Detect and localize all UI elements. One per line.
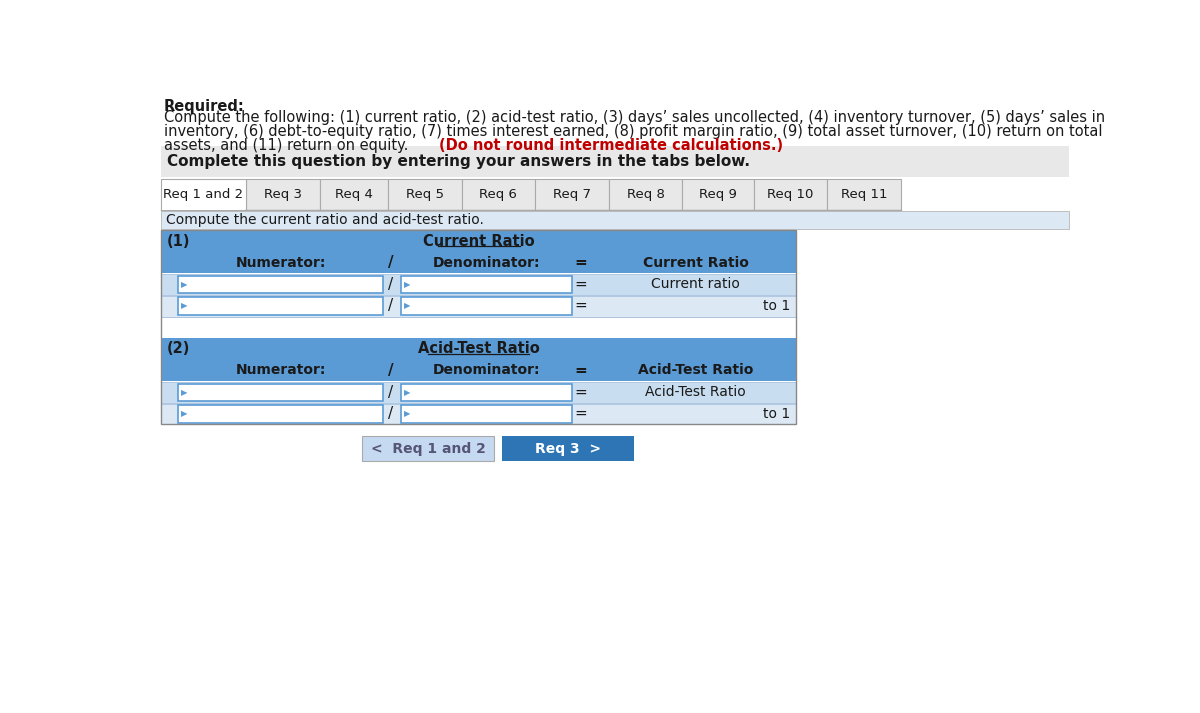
Bar xyxy=(246,180,319,210)
Text: inventory, (6) debt-to-equity ratio, (7) times interest earned, (8) profit margi: inventory, (6) debt-to-equity ratio, (7)… xyxy=(164,124,1103,139)
Bar xyxy=(319,180,388,210)
Bar xyxy=(161,146,1069,178)
Text: Req 5: Req 5 xyxy=(406,188,444,201)
Text: Current Ratio: Current Ratio xyxy=(422,234,534,249)
Text: /: / xyxy=(389,255,394,270)
Bar xyxy=(401,384,571,401)
Bar xyxy=(462,180,535,210)
Text: ▶: ▶ xyxy=(404,302,410,310)
Bar xyxy=(754,180,827,210)
Text: (1): (1) xyxy=(167,234,191,249)
Text: Req 1 and 2: Req 1 and 2 xyxy=(163,188,244,201)
Text: /: / xyxy=(389,406,394,421)
Bar xyxy=(401,276,571,294)
Text: =: = xyxy=(575,363,587,378)
Bar xyxy=(161,230,797,424)
Text: ▶: ▶ xyxy=(181,409,187,418)
Text: Complete this question by entering your answers in the tabs below.: Complete this question by entering your … xyxy=(167,154,750,169)
Text: ▶: ▶ xyxy=(404,409,410,418)
Bar xyxy=(178,405,383,423)
Text: Req 9: Req 9 xyxy=(700,188,737,201)
Bar xyxy=(161,230,797,252)
Text: /: / xyxy=(389,384,394,399)
Text: assets, and (11) return on equity.: assets, and (11) return on equity. xyxy=(164,138,413,153)
Bar xyxy=(161,211,1069,229)
Bar xyxy=(401,297,571,315)
Text: =: = xyxy=(575,406,587,421)
Bar xyxy=(162,208,245,210)
Text: Req 8: Req 8 xyxy=(626,188,665,201)
Text: ▶: ▶ xyxy=(404,279,410,289)
Text: Req 11: Req 11 xyxy=(841,188,888,201)
Text: to 1: to 1 xyxy=(763,406,790,421)
Text: ▶: ▶ xyxy=(404,388,410,396)
Bar xyxy=(535,180,608,210)
Text: Acid-Test Ratio: Acid-Test Ratio xyxy=(646,385,746,399)
Text: <  Req 1 and 2: < Req 1 and 2 xyxy=(371,441,486,456)
Bar xyxy=(161,275,797,295)
Text: Req 3  >: Req 3 > xyxy=(535,441,601,456)
Bar xyxy=(161,180,246,210)
Text: Compute the following: (1) current ratio, (2) acid-test ratio, (3) days’ sales u: Compute the following: (1) current ratio… xyxy=(164,111,1105,125)
Text: ▶: ▶ xyxy=(181,302,187,310)
Bar xyxy=(683,180,754,210)
Text: (Do not round intermediate calculations.): (Do not round intermediate calculations.… xyxy=(439,138,784,153)
Text: Req 7: Req 7 xyxy=(553,188,590,201)
Bar xyxy=(161,338,797,359)
Bar xyxy=(608,180,683,210)
Text: ▶: ▶ xyxy=(181,388,187,396)
Text: Denominator:: Denominator: xyxy=(433,364,540,377)
Text: Numerator:: Numerator: xyxy=(235,256,325,270)
Text: =: = xyxy=(575,384,587,399)
Text: /: / xyxy=(389,298,394,313)
Text: Current ratio: Current ratio xyxy=(652,277,740,291)
Bar xyxy=(401,405,571,423)
Bar xyxy=(161,359,797,381)
Bar xyxy=(161,382,797,403)
Text: Compute the current ratio and acid-test ratio.: Compute the current ratio and acid-test … xyxy=(166,213,484,227)
Bar xyxy=(178,276,383,294)
Bar xyxy=(502,436,634,461)
Bar xyxy=(362,436,494,461)
Bar xyxy=(161,404,797,424)
Bar xyxy=(161,252,797,274)
Text: ▶: ▶ xyxy=(181,279,187,289)
Bar xyxy=(161,317,797,338)
Bar xyxy=(827,180,901,210)
Bar xyxy=(178,297,383,315)
Bar xyxy=(388,180,462,210)
Text: Req 6: Req 6 xyxy=(480,188,517,201)
Bar xyxy=(161,296,797,317)
Text: Acid-Test Ratio: Acid-Test Ratio xyxy=(418,342,540,356)
Text: Req 10: Req 10 xyxy=(767,188,814,201)
Text: Numerator:: Numerator: xyxy=(235,364,325,377)
Text: /: / xyxy=(389,363,394,378)
Text: (2): (2) xyxy=(167,342,191,356)
Text: Denominator:: Denominator: xyxy=(433,256,540,270)
Text: =: = xyxy=(575,255,587,270)
Text: /: / xyxy=(389,277,394,292)
Text: to 1: to 1 xyxy=(763,299,790,313)
Text: Required:: Required: xyxy=(164,99,245,114)
Text: Req 3: Req 3 xyxy=(264,188,302,201)
Text: Acid-Test Ratio: Acid-Test Ratio xyxy=(638,364,754,377)
Text: Req 4: Req 4 xyxy=(335,188,373,201)
Text: =: = xyxy=(575,277,587,292)
Text: Current Ratio: Current Ratio xyxy=(643,256,749,270)
Text: =: = xyxy=(575,298,587,313)
Bar xyxy=(178,384,383,401)
